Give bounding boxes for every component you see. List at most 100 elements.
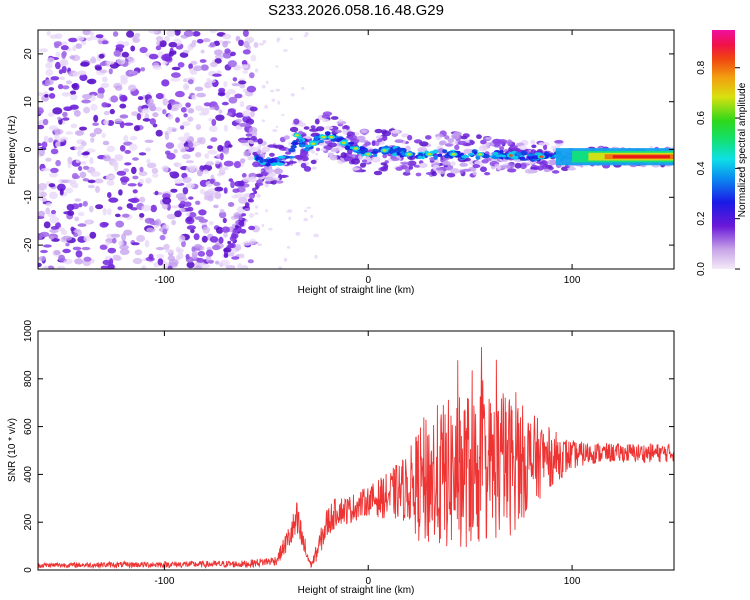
noise-blob (175, 255, 181, 261)
noise-blob (128, 84, 137, 92)
halo-blob (318, 142, 327, 147)
noise-blob (170, 77, 181, 82)
noise-blob (130, 207, 138, 211)
noise-blob (214, 160, 221, 165)
noise-blob (107, 61, 115, 65)
noise-blob (69, 182, 79, 187)
noise-blob (147, 98, 154, 105)
noise-blob (142, 118, 151, 122)
noise-blob (39, 48, 48, 53)
noise-blob (100, 82, 110, 89)
noise-blob (167, 113, 174, 120)
core-blob (360, 149, 367, 155)
noise-speck (278, 266, 283, 269)
noise-blob (191, 39, 197, 45)
noise-blob (157, 258, 164, 266)
noise-blob (107, 247, 117, 254)
noise-blob (102, 140, 110, 146)
noise-speck (275, 65, 279, 68)
noise-blob (87, 78, 97, 85)
noise-blob (183, 83, 189, 91)
noise-blob (106, 145, 116, 153)
noise-blob (48, 125, 59, 131)
halo-blob (405, 145, 411, 152)
noise-blob (251, 131, 258, 137)
noise-blob (172, 103, 183, 109)
noise-blob (243, 150, 250, 157)
noise-blob (192, 31, 201, 37)
halo-blob (407, 160, 417, 167)
halo-blob (351, 158, 360, 165)
noise-blob (65, 187, 74, 194)
noise-blob (38, 147, 43, 155)
tail-blob (249, 194, 255, 198)
noise-blob (55, 141, 61, 148)
noise-blob (171, 66, 181, 71)
halo-blob (374, 128, 383, 134)
noise-blob (214, 186, 224, 192)
core-blob (272, 162, 277, 166)
core-blob (394, 147, 403, 153)
noise-blob (101, 40, 109, 45)
noise-blob (48, 172, 58, 178)
noise-blob (69, 104, 79, 110)
noise-blob (219, 152, 224, 161)
noise-blob (72, 229, 81, 233)
halo-blob (327, 152, 334, 156)
noise-blob (38, 107, 44, 115)
core-blob (468, 152, 475, 156)
halo-blob (567, 166, 576, 171)
core-blob (259, 159, 264, 164)
halo-blob (474, 160, 483, 166)
noise-blob (163, 243, 170, 251)
noise-blob (41, 197, 47, 202)
noise-blob (216, 70, 222, 75)
noise-blob (97, 87, 105, 95)
noise-blob (90, 103, 98, 111)
hot-spot-core (311, 142, 316, 145)
noise-blob (87, 184, 95, 189)
noise-blob (120, 74, 128, 81)
noise-blob (194, 265, 203, 269)
noise-blob (99, 221, 109, 228)
noise-blob (167, 103, 172, 110)
noise-blob (191, 246, 196, 253)
noise-blob (62, 117, 70, 121)
noise-blob (187, 206, 194, 212)
noise-blob (187, 142, 194, 148)
noise-blob (139, 213, 145, 218)
halo-blob (394, 139, 404, 144)
noise-blob (115, 220, 124, 228)
halo-blob (351, 167, 361, 171)
colorbar-ticks: 0.0 0.2 0.4 0.6 0.8 (696, 60, 740, 276)
noise-blob (48, 137, 54, 143)
x-tick-label: 0 (365, 576, 371, 587)
noise-blob (238, 196, 248, 204)
noise-blob (234, 244, 242, 251)
tail-blob (241, 213, 247, 217)
noise-blob (223, 160, 234, 167)
noise-blob (209, 236, 219, 243)
noise-blob (148, 53, 159, 60)
noise-blob (73, 246, 81, 251)
hot-spot-core (451, 153, 456, 156)
noise-blob (223, 187, 228, 194)
noise-blob (164, 35, 170, 43)
hot-spot-core (382, 149, 387, 152)
noise-blob (246, 85, 257, 93)
halo-blob (459, 162, 469, 167)
noise-blob (214, 104, 220, 111)
noise-blob (158, 40, 167, 48)
noise-blob (180, 200, 186, 205)
noise-blob (99, 244, 108, 250)
noise-blob (95, 34, 104, 39)
halo-blob (264, 177, 275, 182)
noise-blob (205, 249, 214, 257)
core-blob (370, 151, 379, 155)
halo-blob (324, 126, 334, 130)
noise-blob (139, 196, 146, 203)
noise-blob (235, 35, 241, 42)
halo-blob (485, 137, 493, 140)
noise-blob (48, 93, 56, 99)
